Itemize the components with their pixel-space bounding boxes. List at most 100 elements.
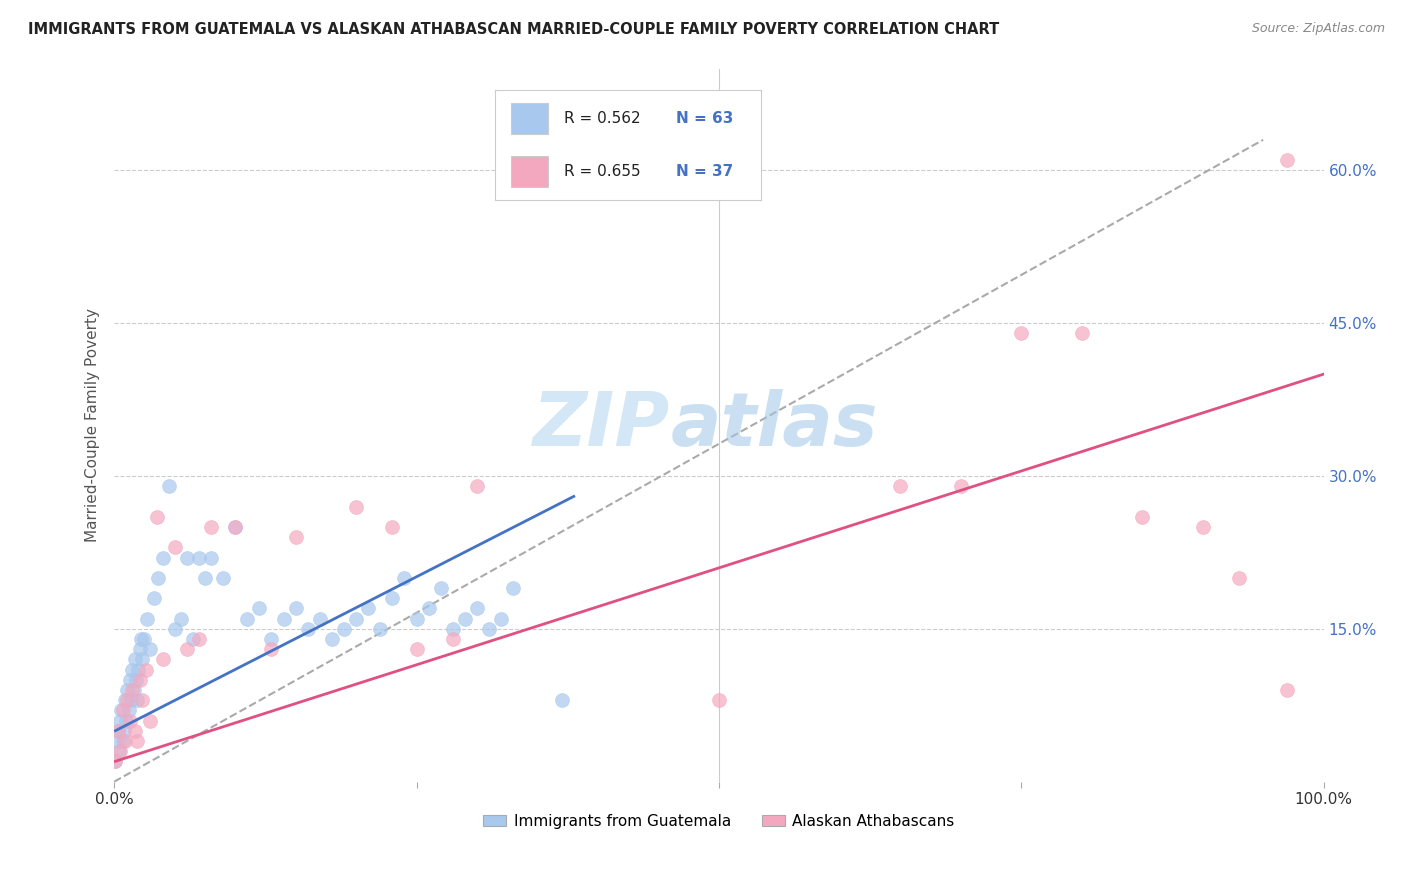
Point [108, 744, 131, 758]
Point [405, 612, 427, 626]
Point [418, 601, 440, 615]
Point [104, 754, 127, 768]
Point [170, 612, 193, 626]
Point [1191, 520, 1213, 534]
Point [212, 571, 235, 585]
Point [163, 541, 186, 555]
Point [134, 632, 156, 646]
Point [114, 693, 136, 707]
Point [465, 479, 488, 493]
Point [157, 479, 180, 493]
Point [110, 714, 132, 728]
Point [465, 601, 488, 615]
Point [194, 571, 217, 585]
Point [344, 612, 367, 626]
Text: IMMIGRANTS FROM GUATEMALA VS ALASKAN ATHABASCAN MARRIED-COUPLE FAMILY POVERTY CO: IMMIGRANTS FROM GUATEMALA VS ALASKAN ATH… [28, 22, 1000, 37]
Point [260, 632, 283, 646]
Point [273, 612, 295, 626]
Point [124, 652, 146, 666]
Point [110, 744, 132, 758]
Point [333, 622, 356, 636]
Point [118, 703, 141, 717]
Point [128, 673, 150, 687]
Legend: Immigrants from Guatemala, Alaskan Athabascans: Immigrants from Guatemala, Alaskan Athab… [477, 807, 960, 835]
Point [122, 683, 145, 698]
Point [125, 673, 148, 687]
Point [368, 622, 391, 636]
Point [127, 734, 149, 748]
Point [284, 601, 307, 615]
Point [297, 622, 319, 636]
Point [146, 571, 169, 585]
Point [115, 714, 138, 728]
Point [284, 530, 307, 544]
Point [176, 550, 198, 565]
Point [550, 693, 572, 707]
Point [131, 652, 153, 666]
Point [889, 479, 911, 493]
Point [111, 703, 134, 717]
Y-axis label: Married-Couple Family Poverty: Married-Couple Family Poverty [86, 308, 100, 542]
Point [224, 520, 246, 534]
Point [429, 581, 451, 595]
Point [120, 693, 142, 707]
Point [107, 723, 129, 738]
Point [121, 683, 143, 698]
Point [111, 734, 134, 748]
Point [478, 622, 501, 636]
Point [152, 550, 174, 565]
Point [107, 723, 129, 738]
Point [441, 622, 464, 636]
Point [152, 652, 174, 666]
Point [441, 632, 464, 646]
Point [187, 550, 209, 565]
Point [357, 601, 380, 615]
Point [381, 591, 404, 606]
Point [1010, 326, 1032, 341]
Point [1227, 571, 1250, 585]
Point [124, 723, 146, 738]
Point [145, 509, 167, 524]
Point [117, 683, 139, 698]
Point [200, 520, 222, 534]
Point [1277, 153, 1299, 168]
Point [105, 734, 128, 748]
Point [236, 612, 259, 626]
Point [1277, 683, 1299, 698]
Point [110, 703, 132, 717]
Point [128, 642, 150, 657]
Point [247, 601, 270, 615]
Text: atlas: atlas [671, 389, 877, 461]
Point [118, 714, 141, 728]
Point [118, 673, 141, 687]
Point [117, 693, 139, 707]
Point [394, 571, 416, 585]
Point [949, 479, 972, 493]
Point [181, 632, 204, 646]
Point [104, 754, 127, 768]
Point [308, 612, 330, 626]
Point [489, 612, 512, 626]
Point [1130, 509, 1153, 524]
Point [454, 612, 477, 626]
Point [200, 550, 222, 565]
Text: ZIP: ZIP [533, 389, 671, 461]
Point [139, 642, 162, 657]
Point [143, 591, 166, 606]
Point [381, 520, 404, 534]
Text: Source: ZipAtlas.com: Source: ZipAtlas.com [1251, 22, 1385, 36]
Point [127, 663, 149, 677]
Point [344, 500, 367, 514]
Point [131, 693, 153, 707]
Point [139, 714, 162, 728]
Point [135, 612, 157, 626]
Point [187, 632, 209, 646]
Point [135, 663, 157, 677]
Point [129, 632, 152, 646]
Point [321, 632, 343, 646]
Point [114, 734, 136, 748]
Point [405, 642, 427, 657]
Point [1070, 326, 1092, 341]
Point [707, 693, 730, 707]
Point [176, 642, 198, 657]
